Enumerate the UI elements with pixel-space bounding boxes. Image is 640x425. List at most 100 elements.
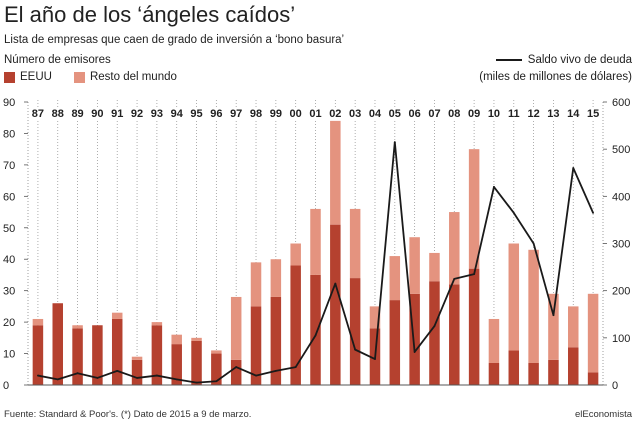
y-right-tick-label: 400	[612, 191, 630, 203]
x-tick-label: 98	[250, 108, 262, 120]
line-point	[493, 186, 495, 188]
bar-resto-del-mundo	[409, 237, 420, 294]
line-point	[235, 366, 238, 368]
bar-eeuu	[429, 281, 440, 385]
x-tick-label: 10	[488, 108, 500, 120]
bar-resto-del-mundo	[151, 322, 163, 326]
bar-eeuu	[548, 359, 559, 385]
line-point	[393, 141, 396, 143]
line-point	[374, 358, 376, 360]
x-tick-label: 87	[32, 108, 44, 120]
bar-resto-del-mundo	[587, 293, 599, 373]
bar-eeuu	[568, 347, 579, 385]
y-right-tick-label: 500	[612, 144, 630, 156]
legend-item-eeuu: EEUU	[4, 71, 52, 83]
bar-eeuu	[290, 265, 301, 385]
x-tick-label-bg	[188, 107, 205, 119]
bar-eeuu	[92, 325, 103, 385]
chart-title: El año de los ‘ángeles caídos’	[4, 2, 296, 27]
bar-eeuu	[52, 303, 63, 385]
bars-layer	[32, 120, 599, 385]
x-tick-label-bg	[69, 107, 86, 119]
x-tick-label-bg	[228, 107, 245, 119]
x-tick-label-bg	[505, 107, 522, 119]
bar-resto-del-mundo	[111, 312, 123, 319]
left-axis-caption: Número de emisores	[4, 54, 111, 66]
bar-resto-del-mundo	[429, 252, 440, 282]
line-point	[215, 380, 218, 383]
y-right-tick-label: 100	[612, 333, 630, 345]
bar-eeuu	[171, 344, 182, 385]
y-left-tick-label: 40	[3, 254, 15, 266]
y-left-tick-label: 50	[3, 223, 15, 235]
legend-swatch-resto	[73, 71, 85, 83]
x-tick-label: 91	[111, 108, 123, 120]
x-tick-label: 90	[91, 108, 103, 120]
line-point	[155, 374, 158, 377]
y-left-tick-label: 70	[3, 160, 15, 172]
y-left-tick-label: 90	[3, 97, 15, 109]
line-point	[37, 374, 39, 377]
x-tick-label: 12	[527, 108, 539, 120]
x-tick-label-bg	[466, 107, 483, 119]
line-point	[274, 369, 277, 372]
legend-label-resto: Resto del mundo	[89, 71, 177, 83]
y-right-tick-label: 0	[612, 380, 618, 392]
x-tick-label-bg	[29, 107, 46, 119]
bar-eeuu	[528, 362, 539, 385]
bar-resto-del-mundo	[349, 208, 361, 279]
line-point	[532, 242, 535, 245]
line-point	[56, 378, 59, 381]
x-tick-label: 99	[270, 108, 282, 120]
y-left-tick-label: 0	[3, 380, 9, 392]
right-axis-caption-line1: Saldo vivo de deuda	[527, 54, 632, 66]
legend-item-resto: Resto del mundo	[73, 71, 177, 83]
x-tick-label-bg	[485, 107, 502, 119]
x-tick-label-bg	[49, 107, 66, 119]
bar-resto-del-mundo	[171, 334, 182, 345]
right-axis-caption-line2: (miles de millones de dólares)	[479, 71, 632, 83]
line-point	[592, 211, 594, 214]
x-tick-label-bg	[525, 107, 542, 119]
x-tick-label: 02	[329, 108, 341, 120]
x-tick-label-bg	[208, 107, 225, 119]
bar-resto-del-mundo	[72, 325, 83, 329]
x-tick-label-bg	[267, 107, 284, 119]
y-right-tick-label: 200	[612, 286, 630, 298]
bar-resto-del-mundo	[528, 249, 539, 363]
line-point	[294, 366, 297, 368]
x-tick-label-bg	[585, 107, 602, 119]
x-tick-label-bg	[347, 107, 364, 119]
x-tick-label: 89	[71, 108, 83, 120]
bar-resto-del-mundo	[310, 208, 321, 275]
y-left-tick-label: 20	[3, 317, 15, 329]
bar-eeuu	[191, 340, 202, 385]
bar-resto-del-mundo	[230, 296, 242, 360]
bar-resto-del-mundo	[389, 256, 401, 301]
right-axis-caption: Saldo vivo de deuda (miles de millones d…	[479, 52, 632, 86]
x-tick-label-bg	[248, 107, 265, 119]
axes-layer: 0102030405060708090010020030040050060087…	[3, 97, 630, 392]
bar-resto-del-mundo	[488, 318, 500, 363]
bar-eeuu	[250, 306, 262, 385]
x-tick-label: 07	[428, 108, 440, 120]
x-tick-label: 05	[389, 108, 401, 120]
bar-eeuu	[508, 350, 520, 385]
x-tick-label-bg	[109, 107, 126, 119]
line-point	[552, 314, 555, 317]
x-tick-label: 96	[210, 108, 222, 120]
x-tick-label-bg	[386, 107, 403, 119]
bar-resto-del-mundo	[369, 306, 381, 329]
bar-eeuu	[32, 325, 44, 385]
line-point	[334, 282, 337, 285]
bar-resto-del-mundo	[449, 212, 460, 285]
bar-resto-del-mundo	[290, 243, 301, 266]
x-tick-label: 13	[547, 108, 559, 120]
x-tick-label-bg	[148, 107, 165, 119]
x-tick-label-bg	[426, 107, 443, 119]
x-tick-label-bg	[446, 107, 463, 119]
line-point	[255, 374, 257, 377]
x-tick-label: 03	[349, 108, 361, 120]
bar-resto-del-mundo	[191, 337, 202, 341]
line-point	[354, 348, 357, 351]
